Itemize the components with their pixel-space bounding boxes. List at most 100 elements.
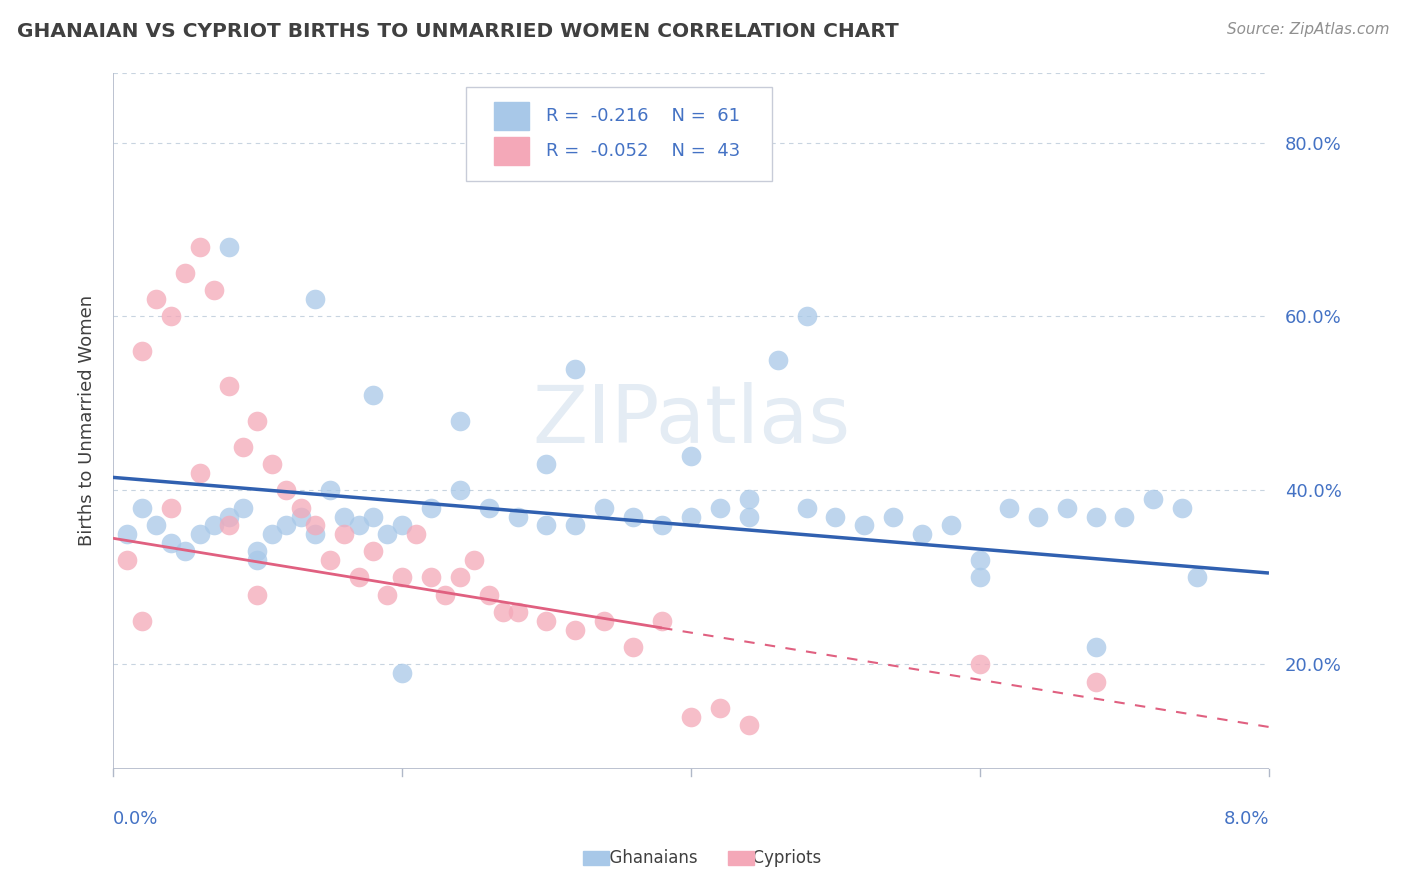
Point [246, 553, 269, 567]
Point [117, 527, 139, 541]
Point [218, 518, 240, 533]
Point [621, 509, 644, 524]
Point [564, 623, 586, 637]
Point [276, 483, 298, 498]
Text: Source: ZipAtlas.com: Source: ZipAtlas.com [1226, 22, 1389, 37]
Point [188, 240, 211, 254]
Point [131, 500, 153, 515]
Point [318, 553, 340, 567]
Point [246, 544, 269, 558]
Point [202, 284, 225, 298]
Text: Cypriots: Cypriots [742, 849, 821, 867]
Point [188, 527, 211, 541]
Point [304, 527, 326, 541]
Point [333, 527, 356, 541]
Point [738, 718, 761, 732]
Point [304, 292, 326, 306]
Point [679, 709, 702, 723]
Point [478, 588, 501, 602]
Point [159, 535, 181, 549]
Text: GHANAIAN VS CYPRIOT BIRTHS TO UNMARRIED WOMEN CORRELATION CHART: GHANAIAN VS CYPRIOT BIRTHS TO UNMARRIED … [17, 22, 898, 41]
Point [651, 518, 673, 533]
Point [246, 588, 269, 602]
Point [564, 518, 586, 533]
Point [709, 500, 731, 515]
Point [449, 570, 471, 584]
Point [766, 353, 789, 368]
Point [276, 518, 298, 533]
Point [796, 310, 818, 324]
Point [449, 414, 471, 428]
Point [593, 500, 616, 515]
Point [969, 657, 991, 672]
Point [564, 361, 586, 376]
Point [679, 509, 702, 524]
Point [145, 292, 167, 306]
Point [218, 240, 240, 254]
FancyBboxPatch shape [495, 103, 529, 130]
Point [377, 527, 399, 541]
Point [290, 509, 312, 524]
Point [463, 553, 485, 567]
Point [593, 614, 616, 628]
Point [853, 518, 876, 533]
Point [1142, 492, 1164, 507]
Point [449, 483, 471, 498]
Point [911, 527, 934, 541]
Point [232, 500, 254, 515]
Point [131, 614, 153, 628]
Point [969, 553, 991, 567]
Point [377, 588, 399, 602]
Point [536, 518, 558, 533]
Point [361, 509, 384, 524]
Point [824, 509, 846, 524]
Point [117, 553, 139, 567]
Point [174, 266, 197, 280]
Point [1056, 500, 1078, 515]
Point [1084, 509, 1107, 524]
Point [218, 379, 240, 393]
Point [419, 500, 441, 515]
Point [391, 518, 413, 533]
Text: 8.0%: 8.0% [1223, 811, 1270, 829]
Point [1084, 674, 1107, 689]
Point [145, 518, 167, 533]
FancyBboxPatch shape [495, 137, 529, 165]
Point [1185, 570, 1208, 584]
Point [159, 500, 181, 515]
Point [218, 509, 240, 524]
Point [709, 701, 731, 715]
Y-axis label: Births to Unmarried Women: Births to Unmarried Women [79, 295, 96, 547]
Point [202, 518, 225, 533]
Point [361, 388, 384, 402]
Point [621, 640, 644, 654]
Point [391, 570, 413, 584]
Point [347, 518, 370, 533]
Point [738, 492, 761, 507]
Point [796, 500, 818, 515]
Point [536, 614, 558, 628]
Point [290, 500, 312, 515]
Text: Ghanaians: Ghanaians [599, 849, 697, 867]
Point [260, 527, 283, 541]
Point [333, 509, 356, 524]
Point [506, 605, 529, 619]
Point [506, 509, 529, 524]
Point [738, 509, 761, 524]
Point [232, 440, 254, 454]
Text: 0.0%: 0.0% [112, 811, 159, 829]
Point [882, 509, 904, 524]
Point [478, 500, 501, 515]
Point [536, 458, 558, 472]
Point [260, 458, 283, 472]
Point [1084, 640, 1107, 654]
Point [391, 666, 413, 681]
Point [174, 544, 197, 558]
Point [1114, 509, 1136, 524]
Point [131, 344, 153, 359]
Point [419, 570, 441, 584]
Text: R =  -0.052    N =  43: R = -0.052 N = 43 [547, 142, 741, 160]
Point [405, 527, 427, 541]
Point [434, 588, 457, 602]
Point [492, 605, 515, 619]
